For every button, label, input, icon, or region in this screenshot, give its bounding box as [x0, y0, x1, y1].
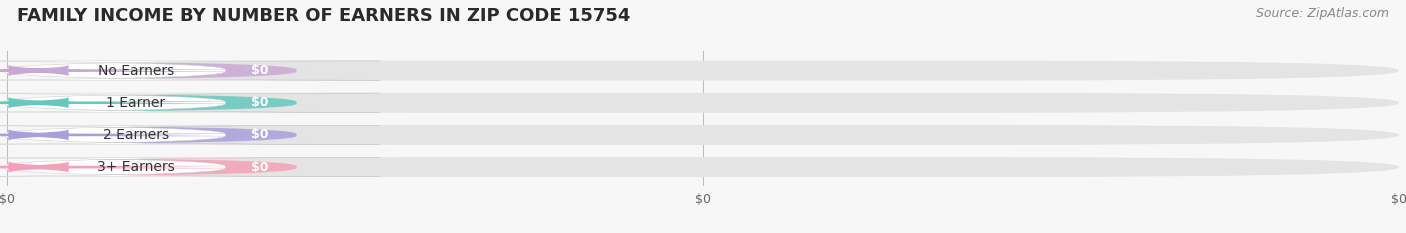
FancyBboxPatch shape [0, 158, 380, 177]
FancyBboxPatch shape [0, 97, 315, 109]
FancyBboxPatch shape [7, 157, 1399, 177]
FancyBboxPatch shape [7, 61, 1399, 81]
FancyBboxPatch shape [0, 93, 380, 112]
FancyBboxPatch shape [0, 158, 368, 176]
Text: $0: $0 [250, 161, 269, 174]
Text: FAMILY INCOME BY NUMBER OF EARNERS IN ZIP CODE 15754: FAMILY INCOME BY NUMBER OF EARNERS IN ZI… [17, 7, 630, 25]
FancyBboxPatch shape [0, 161, 315, 173]
FancyBboxPatch shape [7, 93, 1399, 113]
Text: 3+ Earners: 3+ Earners [97, 160, 174, 174]
Text: 2 Earners: 2 Earners [103, 128, 169, 142]
FancyBboxPatch shape [0, 125, 380, 144]
FancyBboxPatch shape [0, 65, 315, 76]
FancyBboxPatch shape [7, 125, 1399, 145]
Text: 1 Earner: 1 Earner [107, 96, 166, 110]
FancyBboxPatch shape [0, 61, 380, 80]
FancyBboxPatch shape [0, 93, 368, 112]
Text: No Earners: No Earners [97, 64, 174, 78]
FancyBboxPatch shape [0, 129, 315, 141]
Text: $0: $0 [250, 64, 269, 77]
FancyBboxPatch shape [0, 126, 368, 144]
Text: $0: $0 [250, 96, 269, 109]
FancyBboxPatch shape [0, 61, 368, 80]
Text: Source: ZipAtlas.com: Source: ZipAtlas.com [1256, 7, 1389, 20]
Text: $0: $0 [250, 128, 269, 141]
